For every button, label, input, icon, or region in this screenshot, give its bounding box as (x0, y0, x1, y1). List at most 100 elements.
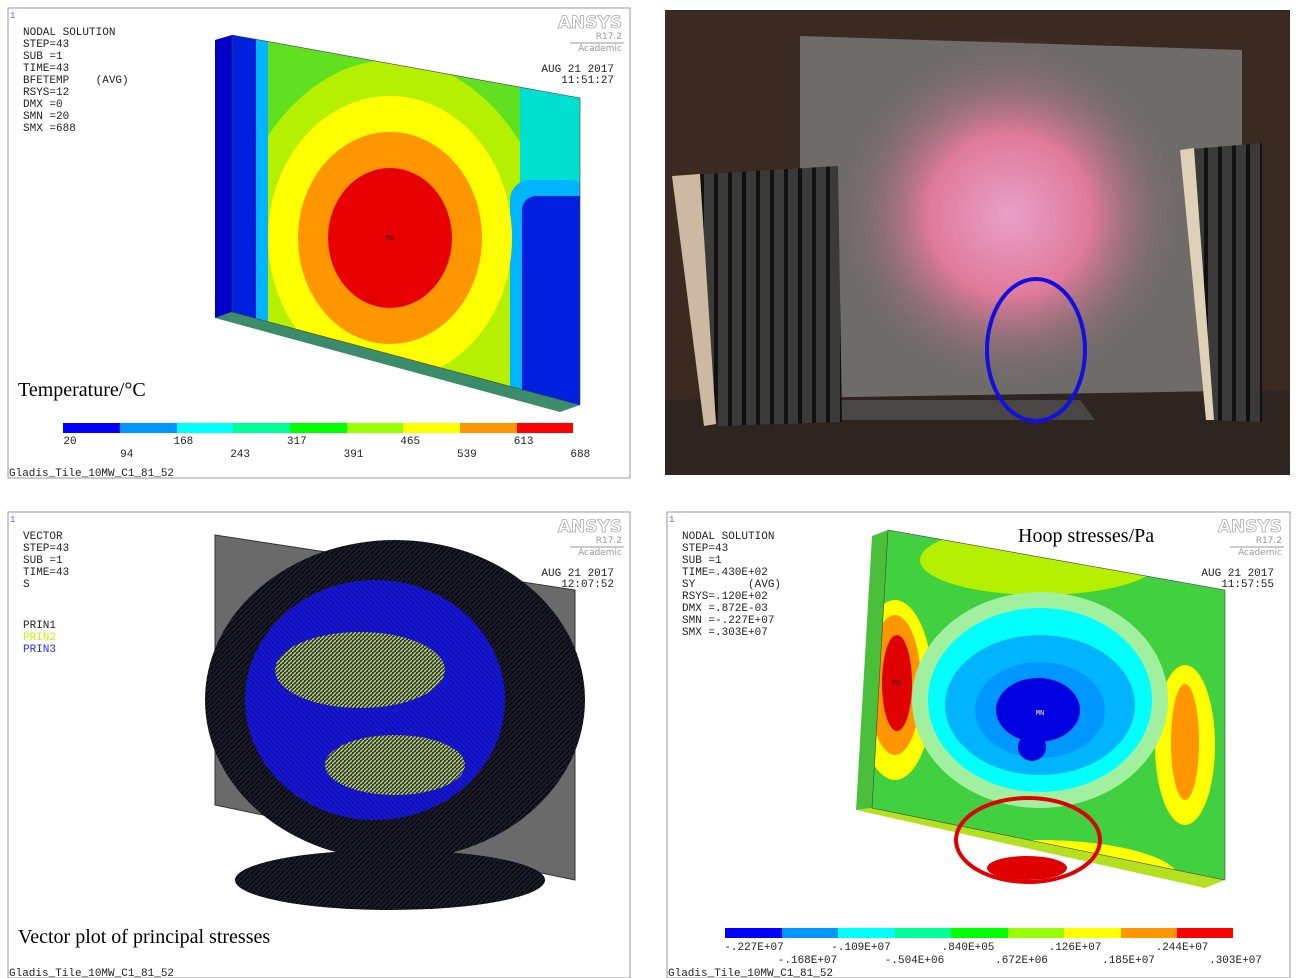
legend-swatch (1008, 928, 1064, 938)
legend-swatch (120, 423, 177, 433)
caption: Temperature/°C (18, 379, 146, 401)
time: 11:57:55 (1221, 579, 1274, 591)
info-line: SUB =1 (23, 51, 63, 63)
legend-swatch (782, 928, 838, 938)
info-line: SUB =1 (682, 555, 722, 567)
legend-swatch (403, 423, 460, 433)
info-line: SMN =-.227E+07 (682, 615, 774, 627)
vector-cloud (325, 735, 465, 795)
legend-label: -.504E+06 (885, 955, 944, 967)
logo-name: ANSYS (558, 13, 622, 33)
legend-label: .840E+05 (942, 942, 995, 954)
logo-edition: Academic (1238, 548, 1282, 558)
legend-label: 317 (287, 436, 307, 448)
info-line: SY (AVG) (682, 579, 781, 591)
legend-label: 20 (63, 436, 76, 448)
contour (232, 30, 256, 360)
legend-label: -.109E+07 (831, 942, 890, 954)
legend-swatch (233, 423, 290, 433)
logo-version: R17.2 (1256, 536, 1282, 546)
info-line: SMX =.303E+07 (682, 627, 768, 639)
legend-label: .126E+07 (1049, 942, 1102, 954)
tile-side (215, 35, 232, 318)
info-line: TIME=43 (23, 567, 69, 579)
window-number: 1 (10, 11, 15, 21)
info-line: S (23, 579, 30, 591)
caption: Hoop stresses/Pa (1018, 525, 1154, 547)
figure: 1NODAL SOLUTIONSTEP=43SUB =1TIME=43BFETE… (0, 0, 1296, 978)
vector-cloud (235, 850, 545, 910)
legend-swatch (838, 928, 895, 938)
footer: Gladis_Tile_10MW_C1_81_52 (9, 468, 174, 480)
component-label: PRIN2 (23, 632, 56, 644)
legend-swatch (177, 423, 233, 433)
info-line: NODAL SOLUTION (682, 531, 774, 543)
legend-label: 465 (400, 436, 420, 448)
legend-swatch (517, 423, 573, 433)
info-line: SMX =688 (23, 123, 76, 135)
legend-label: 243 (230, 449, 250, 461)
legend-label: 539 (457, 449, 477, 461)
info-line: STEP=43 (23, 543, 69, 555)
legend-swatch (725, 928, 782, 938)
info-line: NODAL SOLUTION (23, 27, 115, 39)
legend-swatch (1064, 928, 1121, 938)
max-marker: MX (386, 235, 395, 243)
legend-label: 391 (344, 449, 364, 461)
legend-swatch (347, 423, 403, 433)
legend-label: 94 (120, 449, 134, 461)
contour (1171, 684, 1199, 800)
info-line: BFETEMP (AVG) (23, 75, 129, 87)
min-marker: MN (1036, 710, 1044, 718)
legend-bar (63, 423, 573, 433)
info-line: SMN =20 (23, 111, 69, 123)
legend-swatch (460, 423, 517, 433)
component-label: PRIN1 (23, 620, 56, 632)
footer: Gladis_Tile_10MW_C1_81_52 (668, 968, 833, 978)
footer: Gladis_Tile_10MW_C1_81_52 (9, 968, 174, 978)
legend-label: .672E+06 (995, 955, 1048, 967)
info-line: DMX =.872E-03 (682, 603, 768, 615)
max-marker: MX (893, 680, 902, 688)
info-line: STEP=43 (23, 39, 69, 51)
info-line: SUB =1 (23, 555, 63, 567)
legend-label: .244E+07 (1156, 942, 1209, 954)
legend-swatch (1121, 928, 1177, 938)
info-line: TIME=43 (23, 63, 69, 75)
legend-swatch (290, 423, 347, 433)
info-line: RSYS=12 (23, 87, 69, 99)
legend-label: -.227E+07 (724, 942, 783, 954)
legend-swatch (895, 928, 951, 938)
legend-swatch (63, 423, 120, 433)
info-line: RSYS=.120E+02 (682, 591, 768, 603)
logo-name: ANSYS (1218, 517, 1282, 537)
logo-edition: Academic (578, 44, 622, 54)
logo-version: R17.2 (596, 536, 622, 546)
legend-bar (725, 928, 1233, 938)
logo-version: R17.2 (596, 32, 622, 42)
window-number: 1 (10, 515, 15, 525)
vector-cloud (275, 632, 445, 708)
legend-label: .185E+07 (1102, 955, 1155, 967)
logo-edition: Academic (578, 548, 622, 558)
contour (987, 856, 1067, 880)
component-label: PRIN3 (23, 644, 56, 656)
time: 12:07:52 (561, 579, 614, 591)
legend-swatch (951, 928, 1008, 938)
legend-label: 613 (514, 436, 534, 448)
legend-swatch (1177, 928, 1233, 938)
caption: Vector plot of principal stresses (18, 926, 270, 948)
legend-label: .303E+07 (1209, 955, 1262, 967)
info-line: VECTOR (23, 531, 63, 543)
window-number: 1 (669, 515, 674, 525)
legend-label: 688 (570, 449, 590, 461)
logo-name: ANSYS (558, 517, 622, 537)
legend-label: -.168E+07 (778, 955, 837, 967)
info-line: DMX =0 (23, 99, 63, 111)
contour (1018, 733, 1046, 761)
time: 11:51:27 (561, 75, 614, 87)
info-line: TIME=.430E+02 (682, 567, 768, 579)
plasma-glow (830, 35, 1190, 395)
info-line: STEP=43 (682, 543, 728, 555)
legend-label: 168 (173, 436, 193, 448)
